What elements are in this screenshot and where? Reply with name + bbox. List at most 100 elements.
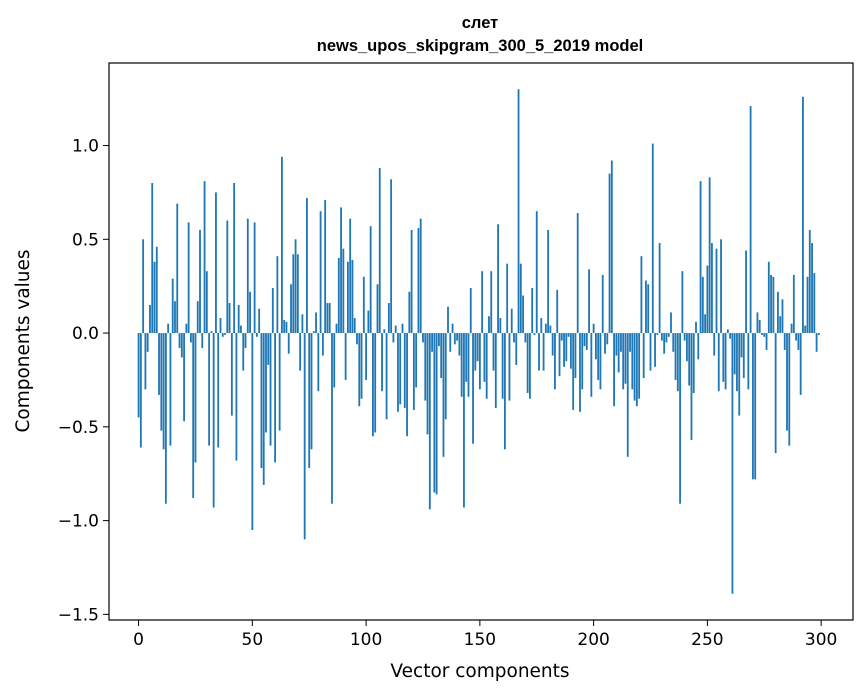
bar-181 xyxy=(549,325,552,334)
bar-289 xyxy=(795,333,798,341)
bar-142 xyxy=(460,333,463,397)
bar-129 xyxy=(431,333,433,352)
bar-98 xyxy=(360,333,363,399)
bar-11 xyxy=(162,333,165,450)
bar-166 xyxy=(515,333,518,365)
bar-44 xyxy=(237,304,240,334)
bar-34 xyxy=(215,192,217,334)
bar-260 xyxy=(729,333,732,339)
bar-127 xyxy=(426,333,429,435)
bar-37 xyxy=(221,333,224,337)
bar-221 xyxy=(640,256,643,334)
bar-79 xyxy=(317,333,320,392)
bar-117 xyxy=(403,333,406,409)
bar-202 xyxy=(597,333,600,380)
bar-277 xyxy=(767,261,770,334)
bar-246 xyxy=(697,333,700,360)
bar-254 xyxy=(715,248,718,334)
bar-74 xyxy=(306,198,308,334)
chart-subtitle: news_upos_skipgram_300_5_2019 model xyxy=(317,37,644,55)
bar-105 xyxy=(376,284,379,334)
bar-73 xyxy=(303,333,306,540)
bar-76 xyxy=(310,333,313,450)
bar-230 xyxy=(660,333,663,341)
bar-139 xyxy=(453,333,456,345)
y-tick-label: −1.0 xyxy=(58,512,99,532)
bar-58 xyxy=(269,333,272,446)
bar-42 xyxy=(233,183,236,334)
bar-257 xyxy=(722,333,725,382)
bar-240 xyxy=(683,333,686,341)
bar-21 xyxy=(185,323,188,334)
bar-72 xyxy=(301,314,304,334)
bar-299 xyxy=(817,333,820,335)
bar-279 xyxy=(772,276,775,334)
bar-81 xyxy=(321,333,324,356)
bar-94 xyxy=(351,259,354,334)
bar-187 xyxy=(563,333,565,367)
bar-220 xyxy=(638,333,641,399)
bar-226 xyxy=(651,143,654,334)
bar-101 xyxy=(367,310,370,334)
bar-59 xyxy=(271,288,274,334)
bar-162 xyxy=(506,263,509,334)
bar-63 xyxy=(281,156,283,334)
bar-118 xyxy=(406,333,408,437)
bar-298 xyxy=(815,333,818,352)
bar-204 xyxy=(601,274,604,334)
bar-159 xyxy=(499,318,502,334)
bar-99 xyxy=(362,276,365,334)
bar-49 xyxy=(249,291,251,334)
bar-177 xyxy=(540,318,543,334)
bar-232 xyxy=(665,333,668,343)
bar-36 xyxy=(219,318,222,334)
bar-198 xyxy=(588,269,590,334)
bar-268 xyxy=(747,333,750,390)
bar-173 xyxy=(531,288,534,334)
bar-41 xyxy=(230,333,233,416)
bar-163 xyxy=(508,333,511,401)
bar-214 xyxy=(624,333,627,384)
bar-186 xyxy=(560,333,563,341)
bar-180 xyxy=(547,229,550,334)
bar-278 xyxy=(770,274,772,334)
bar-266 xyxy=(742,333,745,379)
bar-33 xyxy=(212,333,215,508)
bar-93 xyxy=(349,218,352,334)
bar-265 xyxy=(740,333,743,358)
y-tick-label: 1.0 xyxy=(72,137,99,157)
plot-frame xyxy=(108,62,854,621)
bar-153 xyxy=(485,333,488,399)
bar-203 xyxy=(599,333,602,390)
bar-284 xyxy=(783,333,786,350)
bar-297 xyxy=(813,273,816,334)
y-tick-label: −0.5 xyxy=(58,418,99,438)
bar-88 xyxy=(337,258,340,334)
bar-197 xyxy=(585,333,588,350)
bar-69 xyxy=(294,239,297,334)
bar-194 xyxy=(579,333,581,412)
bar-287 xyxy=(790,323,793,334)
bar-145 xyxy=(467,333,470,397)
bar-29 xyxy=(203,181,206,334)
bar-107 xyxy=(381,333,383,392)
bar-263 xyxy=(736,333,738,392)
x-axis-label: Vector components xyxy=(390,661,569,682)
bar-67 xyxy=(290,284,292,334)
bar-282 xyxy=(779,316,782,334)
bar-235 xyxy=(672,333,675,352)
bar-92 xyxy=(346,261,349,334)
bar-285 xyxy=(786,333,788,431)
bar-228 xyxy=(656,333,659,335)
bar-249 xyxy=(704,314,707,334)
bar-184 xyxy=(556,289,559,334)
bar-86 xyxy=(333,333,336,388)
bar-50 xyxy=(251,333,254,530)
bar-75 xyxy=(308,333,311,469)
bar-293 xyxy=(804,325,807,334)
bar-157 xyxy=(494,333,497,409)
bar-5 xyxy=(149,304,151,334)
bar-236 xyxy=(674,333,677,380)
bar-272 xyxy=(756,312,759,334)
bar-196 xyxy=(583,333,586,347)
